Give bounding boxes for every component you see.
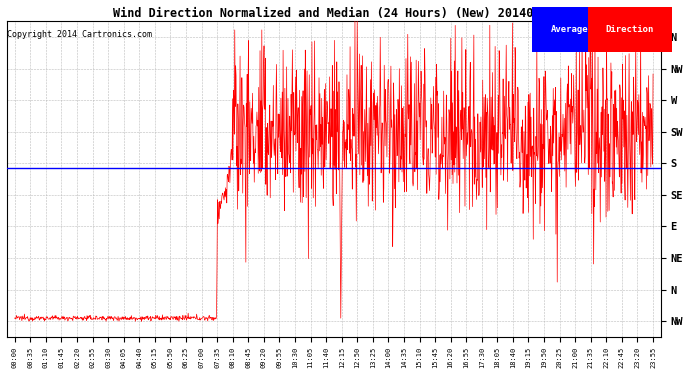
Text: Direction: Direction [606,25,654,34]
Text: Average: Average [551,25,588,34]
Title: Wind Direction Normalized and Median (24 Hours) (New) 20140409: Wind Direction Normalized and Median (24… [113,7,555,20]
Text: Copyright 2014 Cartronics.com: Copyright 2014 Cartronics.com [7,30,152,39]
